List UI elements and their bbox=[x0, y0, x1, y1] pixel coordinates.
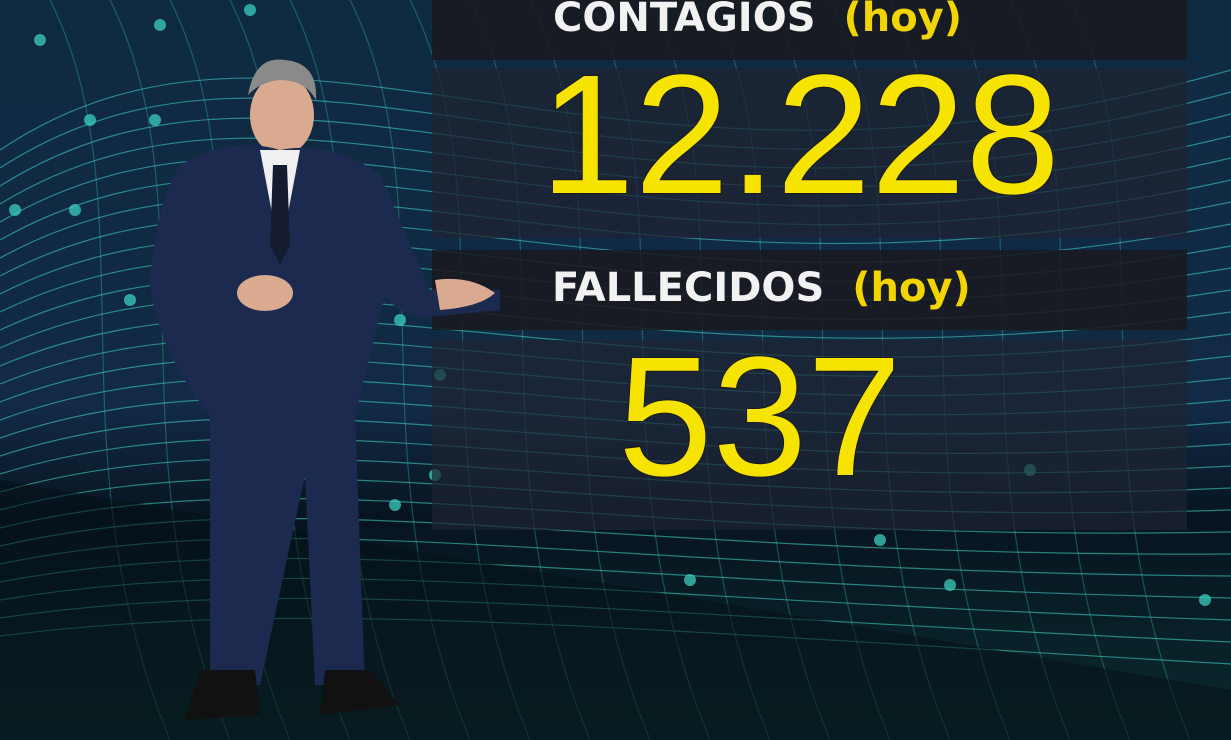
contagios-title: CONTAGIOS (hoy) bbox=[553, 0, 962, 42]
contagios-label: CONTAGIOS bbox=[553, 0, 816, 41]
fallecidos-label: FALLECIDOS bbox=[552, 265, 825, 311]
network-node bbox=[874, 534, 886, 546]
network-node bbox=[684, 574, 696, 586]
network-node bbox=[149, 114, 161, 126]
presenter bbox=[150, 59, 500, 720]
network-node bbox=[124, 294, 136, 306]
contagios-label-panel bbox=[432, 0, 1187, 60]
fallecidos-qualifier: (hoy) bbox=[852, 265, 971, 311]
network-node bbox=[154, 19, 166, 31]
contagios-value-panel bbox=[432, 68, 1187, 238]
network-node bbox=[944, 579, 956, 591]
network-node bbox=[84, 114, 96, 126]
network-node bbox=[1199, 594, 1211, 606]
fallecidos-value: 537 bbox=[617, 322, 903, 512]
fallecidos-label-panel bbox=[432, 250, 1187, 330]
contagios-value: 12.228 bbox=[539, 40, 1061, 230]
network-node bbox=[394, 314, 406, 326]
network-node bbox=[34, 34, 46, 46]
network-node bbox=[244, 4, 256, 16]
fallecidos-title: FALLECIDOS (hoy) bbox=[552, 264, 971, 312]
network-node bbox=[389, 499, 401, 511]
network-node bbox=[69, 204, 81, 216]
contagios-qualifier: (hoy) bbox=[843, 0, 963, 41]
network-node bbox=[9, 204, 21, 216]
fallecidos-value-panel bbox=[432, 340, 1187, 530]
